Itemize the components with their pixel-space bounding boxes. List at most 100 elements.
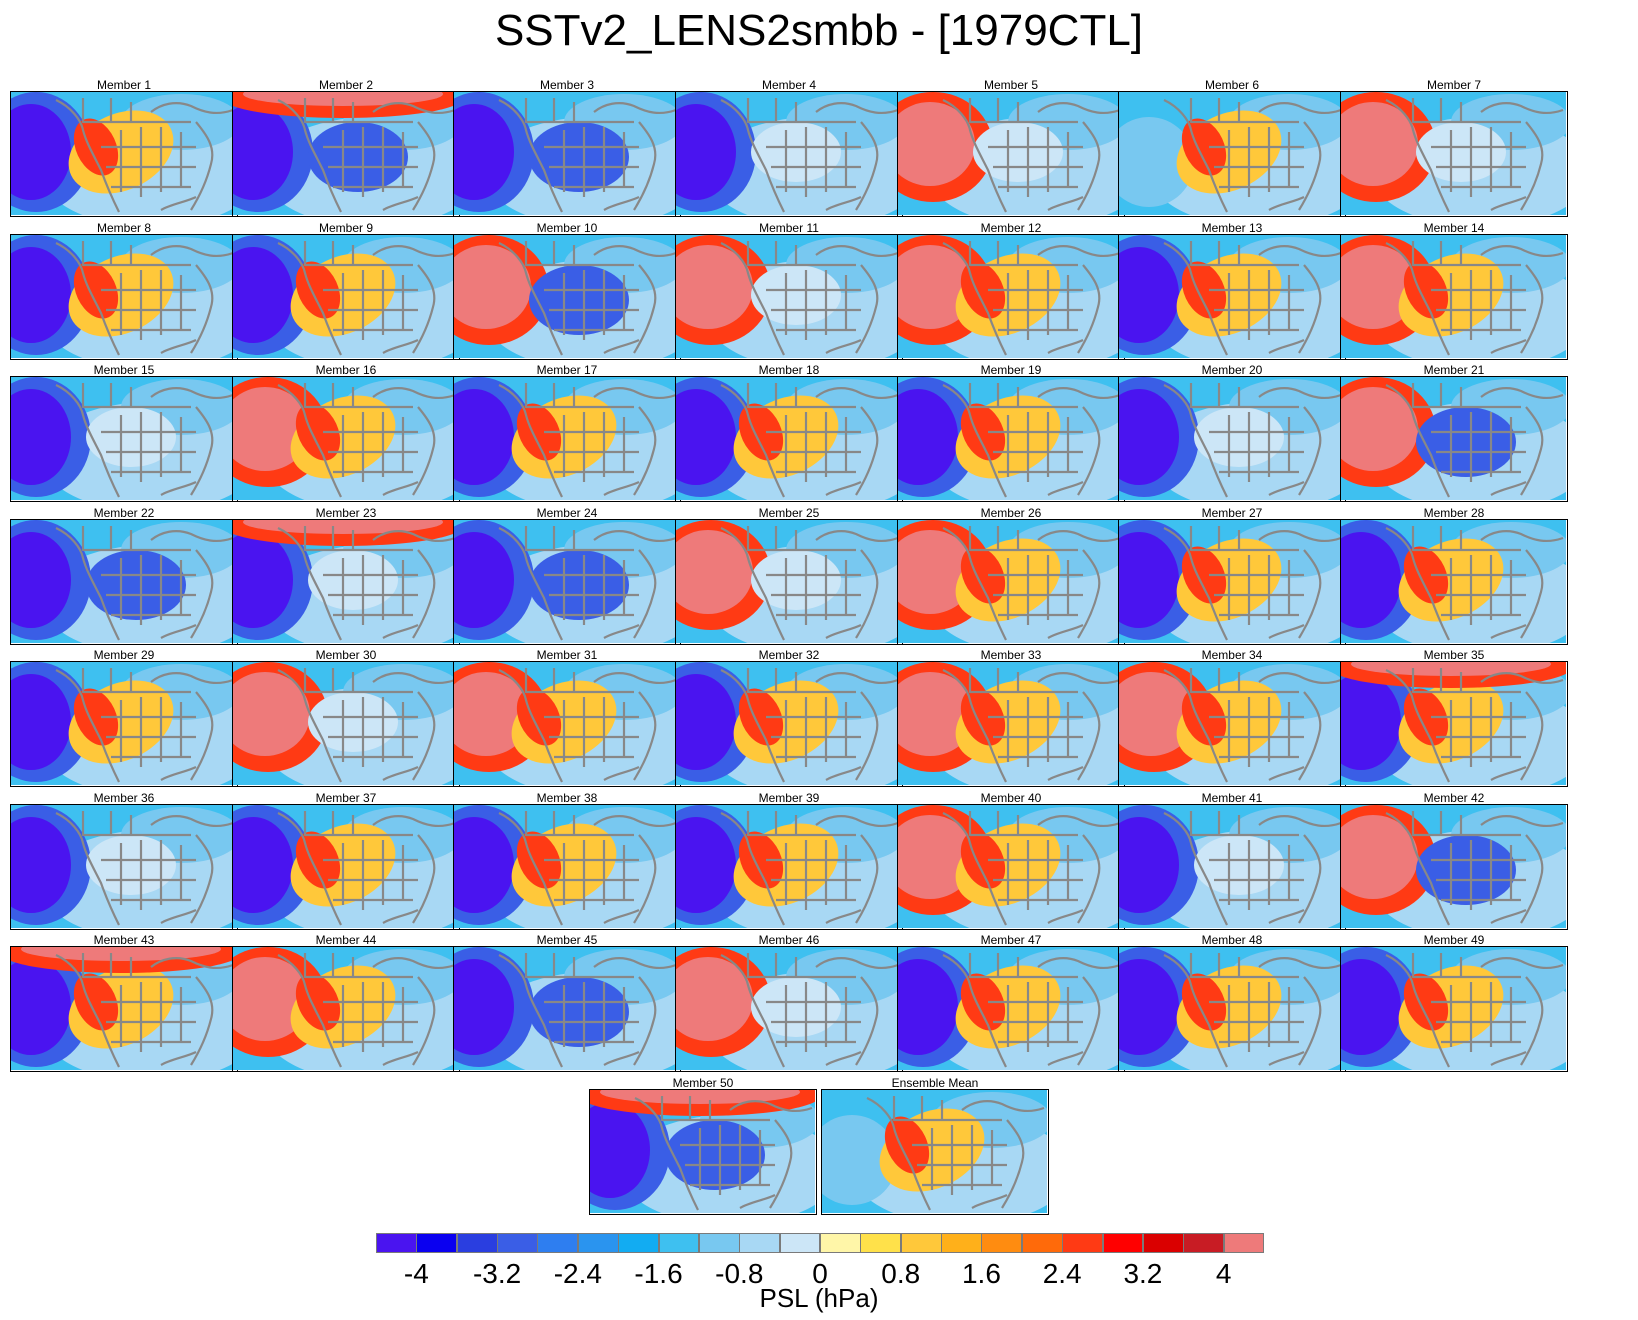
psl-anomaly-map <box>10 804 238 930</box>
panel-label: Member 22 <box>93 506 155 520</box>
colorbar-box <box>779 1233 821 1253</box>
map-panel: Member 23 <box>232 506 460 647</box>
psl-anomaly-map <box>10 661 238 787</box>
panel-label: Member 47 <box>980 933 1042 947</box>
psl-anomaly-map <box>232 91 460 217</box>
psl-anomaly-map <box>1340 661 1568 787</box>
psl-anomaly-map <box>232 519 460 645</box>
psl-anomaly-map <box>1340 234 1568 360</box>
map-panel: Member 44 <box>232 933 460 1074</box>
psl-anomaly-map <box>232 376 460 502</box>
panel-label: Member 7 <box>1426 78 1482 92</box>
map-panel: Member 14 <box>1340 221 1568 362</box>
panel-label: Member 37 <box>315 791 377 805</box>
panel-label: Member 39 <box>758 791 820 805</box>
panel-label: Member 6 <box>1204 78 1260 92</box>
psl-anomaly-map <box>232 804 460 930</box>
colorbar-tick-label: 1.6 <box>961 1258 1001 1289</box>
map-panel: Member 16 <box>232 363 460 504</box>
colorbar-box <box>497 1233 538 1253</box>
map-panel: Member 19 <box>897 363 1125 504</box>
map-panel: Member 12 <box>897 221 1125 362</box>
psl-anomaly-map <box>1340 376 1568 502</box>
panel-label: Member 4 <box>761 78 817 92</box>
panel-label: Member 9 <box>318 221 374 235</box>
colorbar-box <box>456 1233 498 1253</box>
map-panel: Member 2 <box>232 78 460 219</box>
map-panel: Member 31 <box>453 648 681 789</box>
map-panel: Member 24 <box>453 506 681 647</box>
colorbar <box>376 1233 1265 1253</box>
panel-label: Member 41 <box>1201 791 1263 805</box>
panel-label: Member 44 <box>315 933 377 947</box>
panel-label: Member 5 <box>983 78 1039 92</box>
panel-label: Member 49 <box>1423 933 1485 947</box>
colorbar-box <box>1102 1233 1144 1253</box>
colorbar-box <box>1223 1233 1265 1253</box>
panel-label: Member 25 <box>758 506 820 520</box>
panel-label: Member 42 <box>1423 791 1485 805</box>
panel-label: Member 14 <box>1423 221 1485 235</box>
map-panel: Member 8 <box>10 221 238 362</box>
colorbar-box <box>739 1233 781 1253</box>
map-panel: Member 21 <box>1340 363 1568 504</box>
map-panel: Member 5 <box>897 78 1125 219</box>
panel-label: Member 38 <box>536 791 598 805</box>
psl-anomaly-map <box>675 234 903 360</box>
psl-anomaly-map <box>232 946 460 1072</box>
psl-anomaly-map <box>675 519 903 645</box>
panel-label: Member 12 <box>980 221 1042 235</box>
colorbar-tick-label: -0.8 <box>715 1258 764 1289</box>
panel-label: Member 8 <box>96 221 152 235</box>
colorbar-tick-label: -1.6 <box>634 1258 683 1289</box>
map-panel: Member 28 <box>1340 506 1568 647</box>
psl-anomaly-map <box>232 234 460 360</box>
psl-anomaly-map <box>1118 661 1346 787</box>
psl-anomaly-map <box>1118 234 1346 360</box>
psl-anomaly-map <box>10 519 238 645</box>
psl-anomaly-map <box>10 376 238 502</box>
psl-anomaly-map <box>821 1089 1049 1215</box>
psl-anomaly-map <box>675 946 903 1072</box>
panel-label: Member 35 <box>1423 648 1485 662</box>
psl-anomaly-map <box>675 661 903 787</box>
psl-anomaly-map <box>675 91 903 217</box>
psl-anomaly-map <box>1340 804 1568 930</box>
map-panel: Member 37 <box>232 791 460 932</box>
psl-anomaly-map <box>232 661 460 787</box>
panel-label: Member 31 <box>536 648 598 662</box>
colorbar-box <box>658 1233 700 1253</box>
psl-anomaly-map <box>897 519 1125 645</box>
panel-label: Member 10 <box>536 221 598 235</box>
colorbar-tick-label: -4 <box>403 1258 429 1289</box>
psl-anomaly-map <box>1340 519 1568 645</box>
psl-anomaly-map <box>897 804 1125 930</box>
figure-title: SSTv2_LENS2smbb - [1979CTL] <box>494 6 1144 55</box>
map-panel: Member 15 <box>10 363 238 504</box>
panel-label: Member 23 <box>315 506 377 520</box>
map-panel: Member 47 <box>897 933 1125 1074</box>
map-panel: Ensemble Mean <box>821 1076 1049 1217</box>
panel-label: Member 20 <box>1201 363 1263 377</box>
map-panel: Member 27 <box>1118 506 1346 647</box>
panel-label: Member 29 <box>93 648 155 662</box>
panel-label: Ensemble Mean <box>891 1076 979 1090</box>
panel-label: Member 13 <box>1201 221 1263 235</box>
panel-label: Member 21 <box>1423 363 1485 377</box>
psl-anomaly-map <box>1118 946 1346 1072</box>
map-panel: Member 22 <box>10 506 238 647</box>
map-panel: Member 49 <box>1340 933 1568 1074</box>
map-panel: Member 33 <box>897 648 1125 789</box>
psl-anomaly-map <box>897 661 1125 787</box>
map-panel: Member 38 <box>453 791 681 932</box>
psl-anomaly-map <box>897 91 1125 217</box>
colorbar-box <box>577 1233 619 1253</box>
panel-label: Member 19 <box>980 363 1042 377</box>
panel-label: Member 46 <box>758 933 820 947</box>
psl-anomaly-map <box>453 91 681 217</box>
panel-label: Member 28 <box>1423 506 1485 520</box>
colorbar-tick-label: 3.2 <box>1123 1258 1163 1289</box>
colorbar-tick-label: -3.2 <box>472 1258 522 1289</box>
map-panel: Member 20 <box>1118 363 1346 504</box>
colorbar-box <box>618 1233 660 1253</box>
